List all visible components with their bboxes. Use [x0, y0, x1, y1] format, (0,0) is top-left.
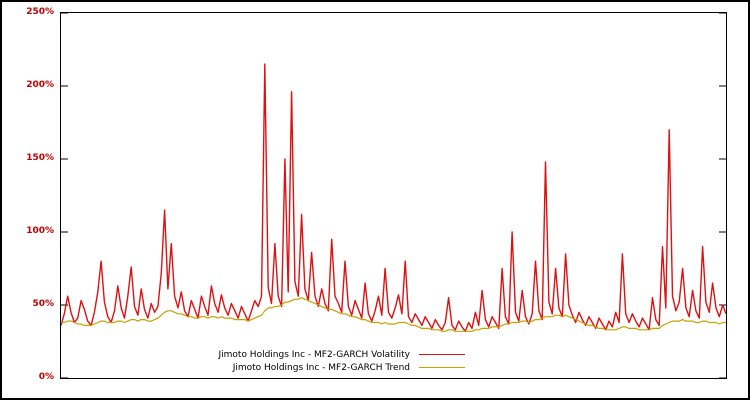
legend-line-trend-icon: [419, 367, 465, 368]
y-axis-tick-label: 0%: [38, 371, 54, 382]
series-line-trend: [61, 297, 726, 332]
legend-label-trend: Jimoto Holdings Inc - MF2-GARCH Trend: [232, 362, 410, 373]
series-line-volatility: [61, 63, 726, 332]
plot-area: Jimoto Holdings Inc - MF2-GARCH Volatili…: [60, 12, 727, 379]
y-axis-tick-label: 50%: [32, 298, 54, 309]
y-axis-tick-label: 250%: [26, 6, 54, 17]
legend-line-volatility-icon: [419, 354, 465, 355]
y-axis-tick-label: 150%: [26, 152, 54, 163]
legend-item-volatility: Jimoto Holdings Inc - MF2-GARCH Volatili…: [69, 348, 469, 361]
plot-svg: [61, 13, 726, 378]
y-axis-tick-label: 200%: [26, 79, 54, 90]
legend-item-trend: Jimoto Holdings Inc - MF2-GARCH Trend: [69, 361, 469, 374]
legend-label-volatility: Jimoto Holdings Inc - MF2-GARCH Volatili…: [218, 349, 410, 360]
legend: Jimoto Holdings Inc - MF2-GARCH Volatili…: [67, 347, 471, 375]
y-axis-tick-label: 100%: [26, 225, 54, 236]
